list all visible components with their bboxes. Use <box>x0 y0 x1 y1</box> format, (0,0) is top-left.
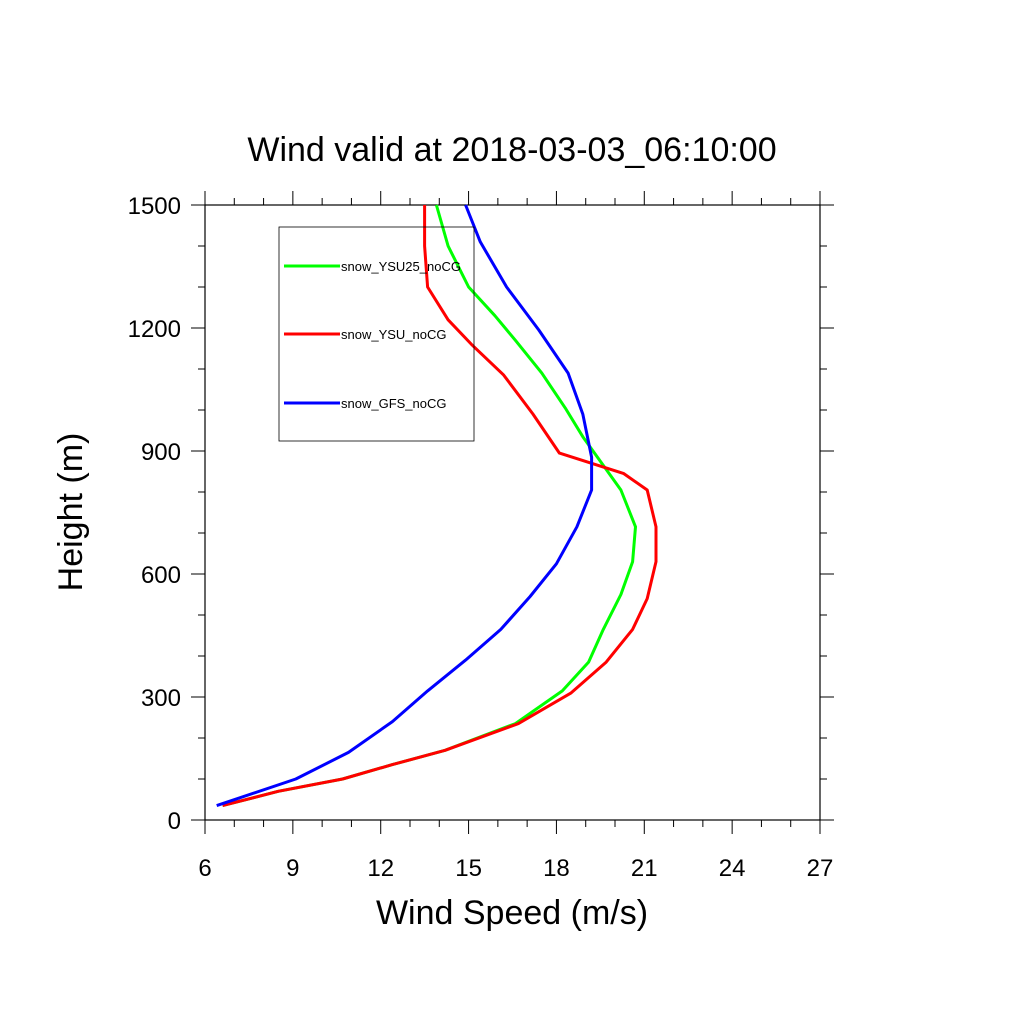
x-tick-label: 12 <box>367 855 394 882</box>
x-axis-label: Wind Speed (m/s) <box>376 894 648 932</box>
series-lines <box>216 204 658 808</box>
legend-entry-ysu: snow_YSU_noCG <box>284 327 447 342</box>
x-tick-label: 9 <box>286 855 299 882</box>
plot-frame <box>204 204 821 821</box>
y-tick-label: 900 <box>141 439 181 466</box>
series-line-snow_GFS_noCG <box>216 204 594 808</box>
chart-title: Wind valid at 2018-03-03_06:10:00 <box>247 131 776 169</box>
x-axis-ticks: 6 9 12 15 18 21 24 27 <box>198 191 833 882</box>
series-line-snow_YSU25_noCG <box>222 204 637 808</box>
y-tick-label: 1500 <box>128 193 181 220</box>
x-tick-label: 18 <box>543 855 570 882</box>
legend-entry-ysu25: snow_YSU25_noCG <box>284 259 461 274</box>
y-tick-label: 600 <box>141 562 181 589</box>
x-tick-label: 21 <box>631 855 658 882</box>
legend-label-ysu25: snow_YSU25_noCG <box>341 259 461 274</box>
legend-label-gfs: snow_GFS_noCG <box>341 396 447 411</box>
x-tick-label: 27 <box>807 855 834 882</box>
plot-area: 6 9 12 15 18 21 24 27 0 300 600 900 1200 1500 <box>128 191 834 882</box>
legend-box <box>278 226 475 442</box>
x-tick-label: 6 <box>198 855 211 882</box>
legend-entry-gfs: snow_GFS_noCG <box>284 396 447 411</box>
series-line-snow_YSU_noCG <box>222 205 658 808</box>
y-axis-ticks: 0 300 600 900 1200 1500 <box>128 193 834 835</box>
x-tick-label: 15 <box>455 855 482 882</box>
y-axis-label: Height (m) <box>52 433 90 592</box>
legend: snow_YSU25_noCG snow_YSU_noCG snow_GFS_n… <box>278 226 475 442</box>
y-tick-label: 0 <box>168 808 181 835</box>
y-tick-label: 300 <box>141 685 181 712</box>
x-tick-label: 24 <box>719 855 746 882</box>
y-tick-label: 1200 <box>128 316 181 343</box>
legend-label-ysu: snow_YSU_noCG <box>341 327 447 342</box>
